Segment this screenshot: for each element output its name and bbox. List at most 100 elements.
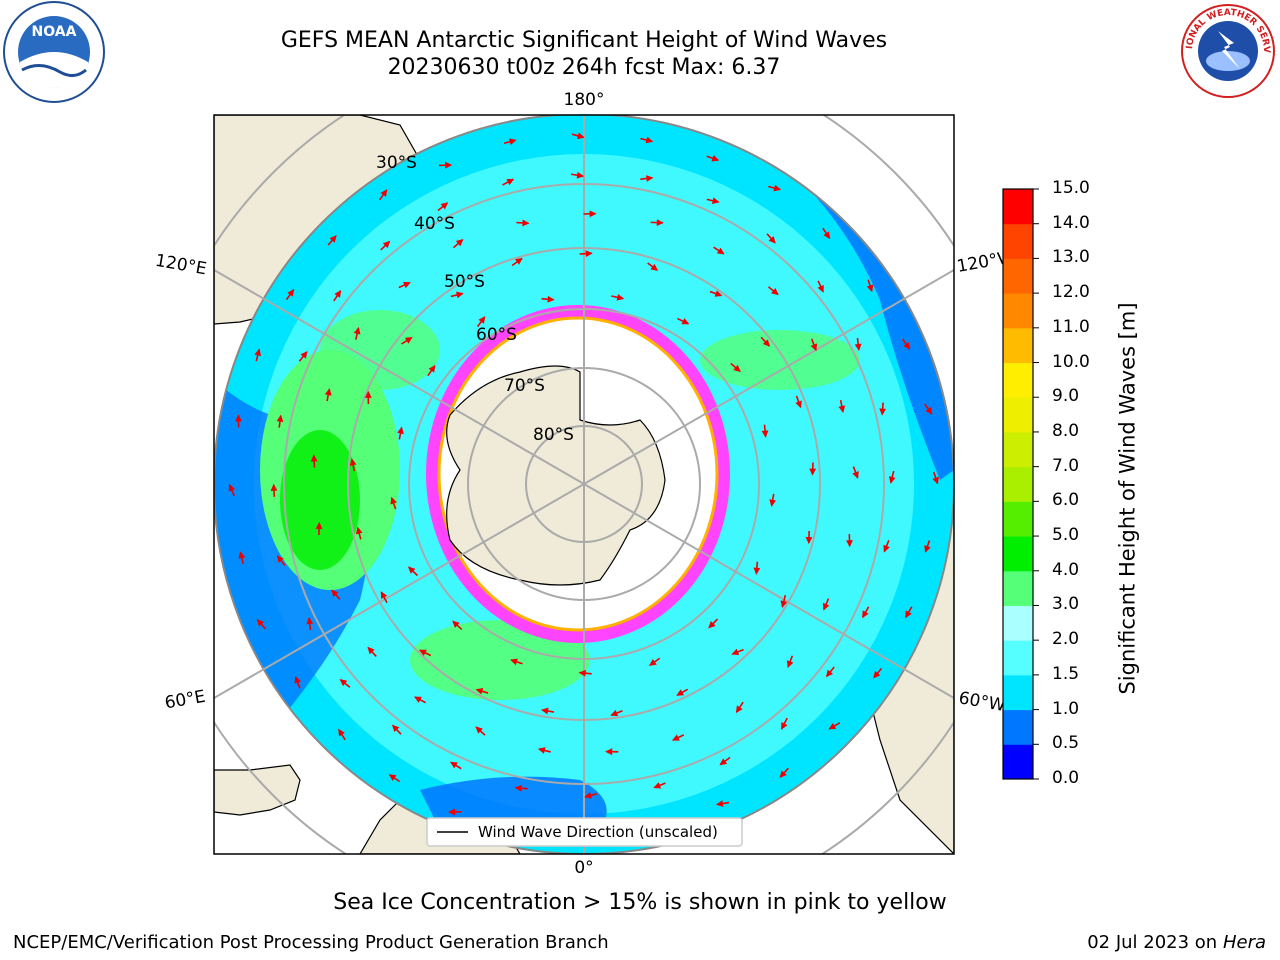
wave-arrow-head xyxy=(238,551,246,559)
wave-arrow-head xyxy=(656,219,664,227)
colorbar-tick-label: 9.0 xyxy=(1052,386,1080,407)
wave-arrow-head xyxy=(676,689,685,696)
colorbar-tick-label: 2.0 xyxy=(1052,629,1080,650)
colorbar-frame xyxy=(1002,188,1034,780)
wave-arrow-head xyxy=(300,350,308,359)
wave-arrow-head xyxy=(339,679,348,687)
wave-arrow-head xyxy=(671,734,680,741)
colorbar-segment xyxy=(1003,189,1033,225)
wave-arrow-head xyxy=(653,782,662,789)
wave-arrow-head xyxy=(852,471,859,479)
wave-arrow-head xyxy=(329,235,337,243)
wave-arrow-head xyxy=(714,290,723,297)
colorbar-segment xyxy=(1003,466,1033,502)
colorbar-segment xyxy=(1003,536,1033,572)
legend-label: Wind Wave Direction (unscaled) xyxy=(478,823,718,841)
wave-arrow-head xyxy=(353,326,361,335)
colorbar-tick-label: 11.0 xyxy=(1052,316,1090,337)
wave-arrow-head xyxy=(450,761,458,769)
footer-machine: Hera xyxy=(1222,932,1266,953)
nws-logo: NATIONAL WEATHER SERVICE xyxy=(1178,3,1275,98)
colorbar-tick-label: 5.0 xyxy=(1052,525,1080,546)
wave-arrow-head xyxy=(769,499,777,507)
wave-arrow-head xyxy=(506,178,515,186)
colorbar xyxy=(1002,188,1039,780)
colorbar-tick-label: 4.0 xyxy=(1052,559,1080,580)
wave-arrow-head xyxy=(537,747,546,754)
wave-arrow-head xyxy=(731,648,740,656)
wave-arrow-head xyxy=(780,600,788,609)
colorbar-segment xyxy=(1003,258,1033,294)
wave-arrow-head xyxy=(315,521,323,530)
wave-arrow-head xyxy=(508,138,517,145)
lon-label-120e: 120°E xyxy=(154,251,208,280)
wave-arrow-head xyxy=(825,669,834,678)
wave-arrow-head xyxy=(578,669,586,677)
chart-subtitle: 20230630 t00z 264h fcst Max: 6.37 xyxy=(387,55,781,80)
wave-arrow-head xyxy=(817,284,824,293)
lat-label-30s: 30°S xyxy=(376,153,417,173)
wave-arrow-head xyxy=(862,610,869,619)
wave-arrow-head xyxy=(364,390,372,398)
wave-arrow-head xyxy=(888,476,896,484)
colorbar-tick-label: 14.0 xyxy=(1052,212,1090,233)
map-legend: Wind Wave Direction (unscaled) xyxy=(426,817,743,847)
wave-arrow-head xyxy=(418,649,427,656)
wave-arrow-head xyxy=(440,202,449,210)
wave-arrow-head xyxy=(761,430,769,438)
wave-arrow-head xyxy=(616,293,625,301)
wave-arrow-head xyxy=(256,618,265,627)
wave-arrow-head xyxy=(306,616,314,625)
wave-arrow-head xyxy=(355,526,363,535)
lon-label-60w: 60°W xyxy=(957,688,1007,716)
wave-arrow-head xyxy=(510,658,518,666)
wave-arrow-head xyxy=(828,722,837,730)
wave-arrow-head xyxy=(846,540,853,548)
lat-label-50s: 50°S xyxy=(444,272,485,292)
wave-arrow-head xyxy=(708,620,716,629)
wave-arrow-head xyxy=(873,670,881,679)
wave-arrow-head xyxy=(455,291,464,299)
wave-arrow-head xyxy=(768,236,776,244)
wave-arrow-head xyxy=(649,659,657,666)
colorbar-tick-label: 3.0 xyxy=(1052,594,1080,615)
wave-arrow-head xyxy=(823,602,830,611)
colorbar-segment xyxy=(1003,223,1033,259)
wave-arrow-head xyxy=(448,808,456,816)
wave-arrow-head xyxy=(681,318,690,325)
footer-date-text: 02 Jul 2023 on xyxy=(1087,932,1223,953)
wave-arrow-head xyxy=(380,189,388,197)
wave-arrow-head xyxy=(585,250,593,258)
wave-arrow-head xyxy=(541,707,549,715)
wave-arrow-head xyxy=(610,709,619,717)
wave-arrow-head xyxy=(810,343,818,352)
lat-label-60s: 60°S xyxy=(476,325,517,345)
lat-label-70s: 70°S xyxy=(504,376,545,396)
colorbar-segment xyxy=(1003,709,1033,745)
wave-arrow-head xyxy=(576,132,585,140)
wave-arrow-head xyxy=(287,288,295,297)
sea-ice-note: Sea Ice Concentration > 15% is shown in … xyxy=(333,890,947,915)
wave-arrow-head xyxy=(414,696,422,703)
colorbar-tick-label: 15.0 xyxy=(1052,178,1090,198)
colorbar-tick-label: 7.0 xyxy=(1052,455,1080,476)
wave-arrow-head xyxy=(605,748,613,756)
landmass-africa xyxy=(214,764,301,816)
wave-arrow-head xyxy=(795,400,802,409)
wave-arrow-head xyxy=(932,476,939,485)
chart-title: GEFS MEAN Antarctic Significant Height o… xyxy=(280,28,888,53)
wave-arrow-head xyxy=(781,721,788,730)
wave-arrow-head xyxy=(382,240,391,249)
wave-arrow-head xyxy=(276,414,284,423)
wave-arrow-head xyxy=(334,290,342,298)
landmass-antarctica xyxy=(446,365,666,586)
wave-arrow-head xyxy=(711,197,720,205)
wave-arrow-head xyxy=(762,339,771,347)
wave-arrow-head xyxy=(547,295,555,303)
wave-arrow-head xyxy=(338,728,345,737)
footer-date: 02 Jul 2023 on Hera xyxy=(1087,932,1266,953)
wave-arrow-head xyxy=(228,483,236,492)
wave-arrow-head xyxy=(650,263,659,271)
lon-label-0: 0° xyxy=(574,858,593,878)
